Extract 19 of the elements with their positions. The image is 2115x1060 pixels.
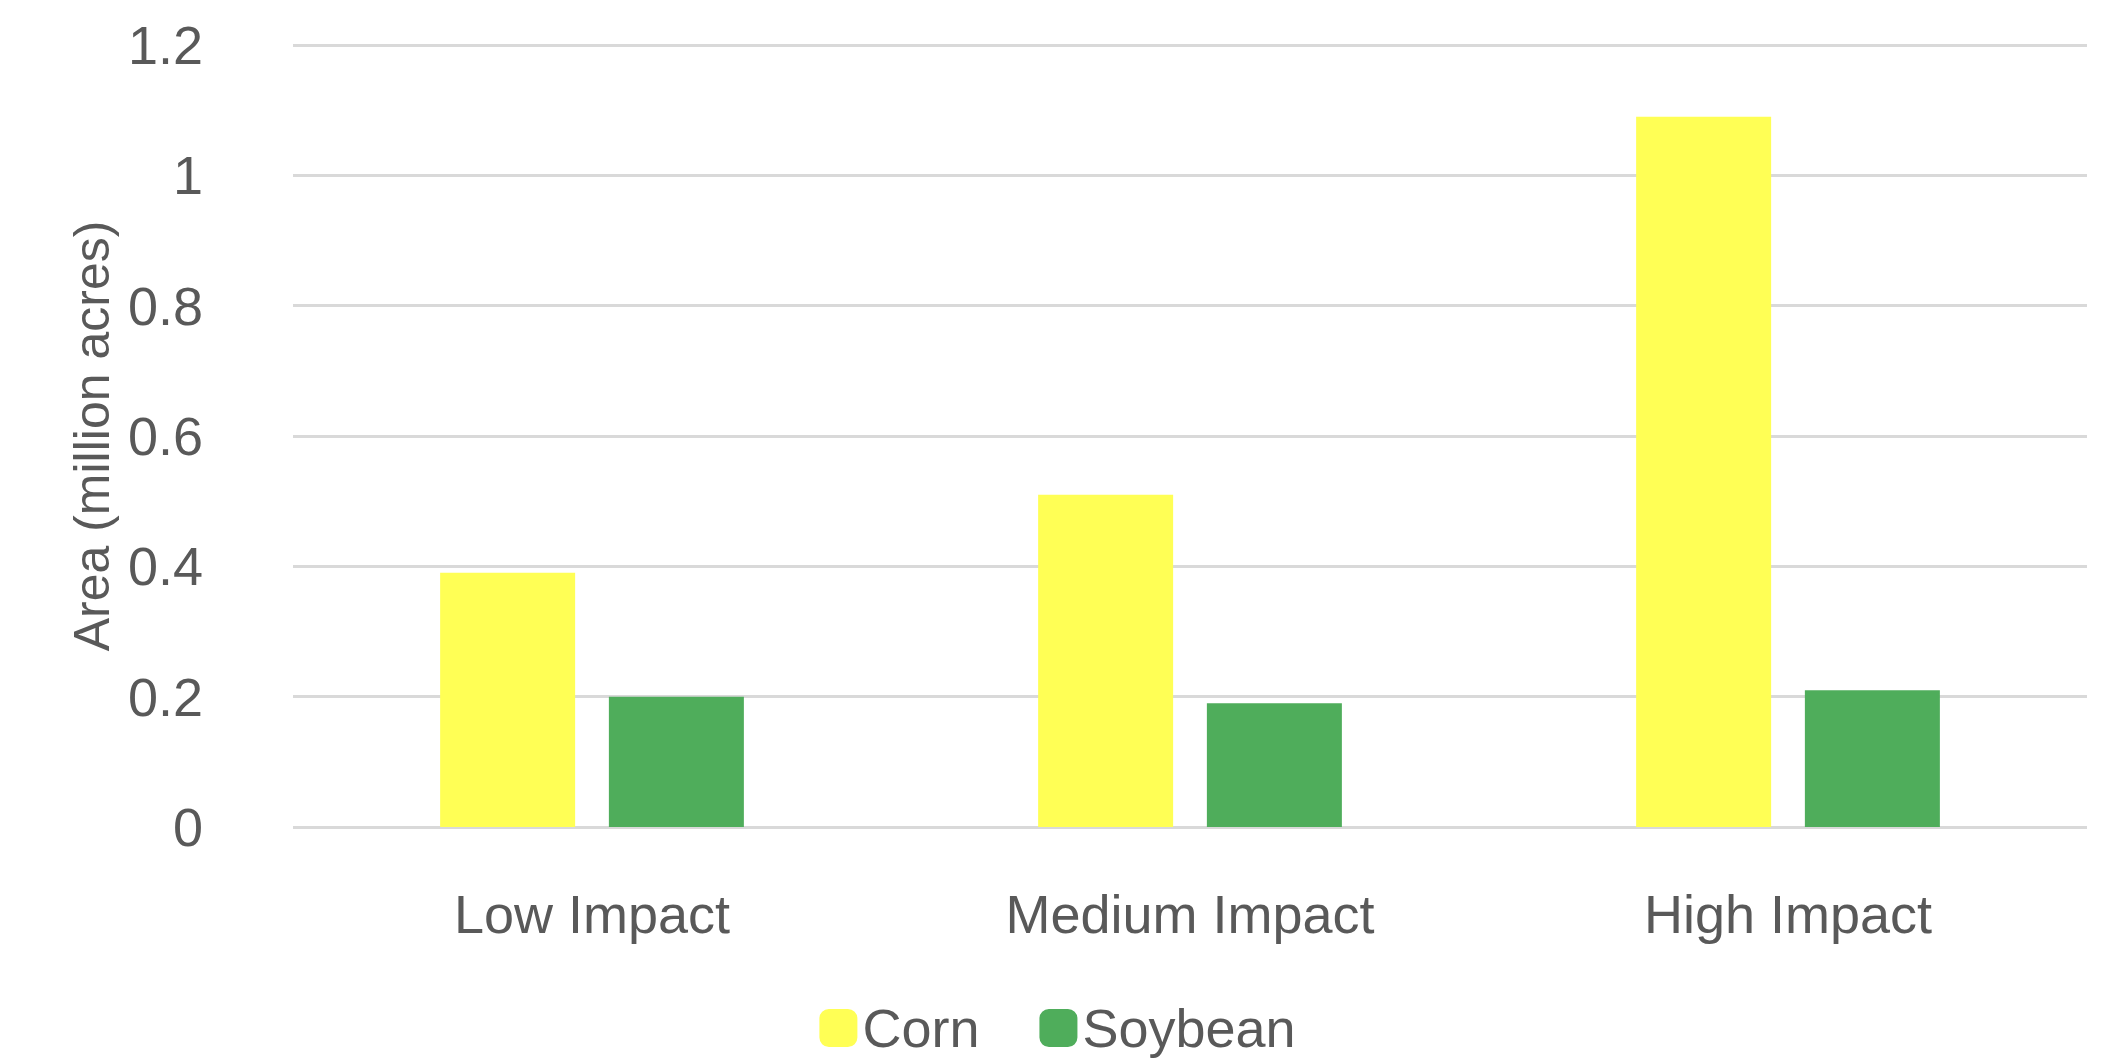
x-tick-label: High Impact (1643, 884, 1933, 944)
bar (1804, 690, 1940, 827)
x-tick-label: Medium Impact (1005, 884, 1375, 944)
y-tick-label: 1 (172, 145, 203, 206)
y-tick-label: 0.4 (127, 536, 203, 597)
x-tick-label: Low Impact (453, 884, 731, 944)
y-tick-label: 0.2 (127, 666, 203, 727)
y-tick-label: 0.8 (127, 275, 203, 336)
bar (1206, 703, 1342, 827)
legend-label: Corn (862, 998, 980, 1058)
bar (1636, 116, 1772, 827)
legend-label: Soybean (1082, 998, 1296, 1058)
y-tick-label: 0 (172, 797, 203, 857)
y-axis-title: Area (million acres) (64, 220, 121, 652)
bar (440, 572, 576, 827)
y-tick-label: 1.2 (127, 15, 203, 75)
bar (608, 696, 744, 827)
bar (1038, 494, 1174, 827)
y-tick-label: 0.6 (127, 406, 203, 466)
